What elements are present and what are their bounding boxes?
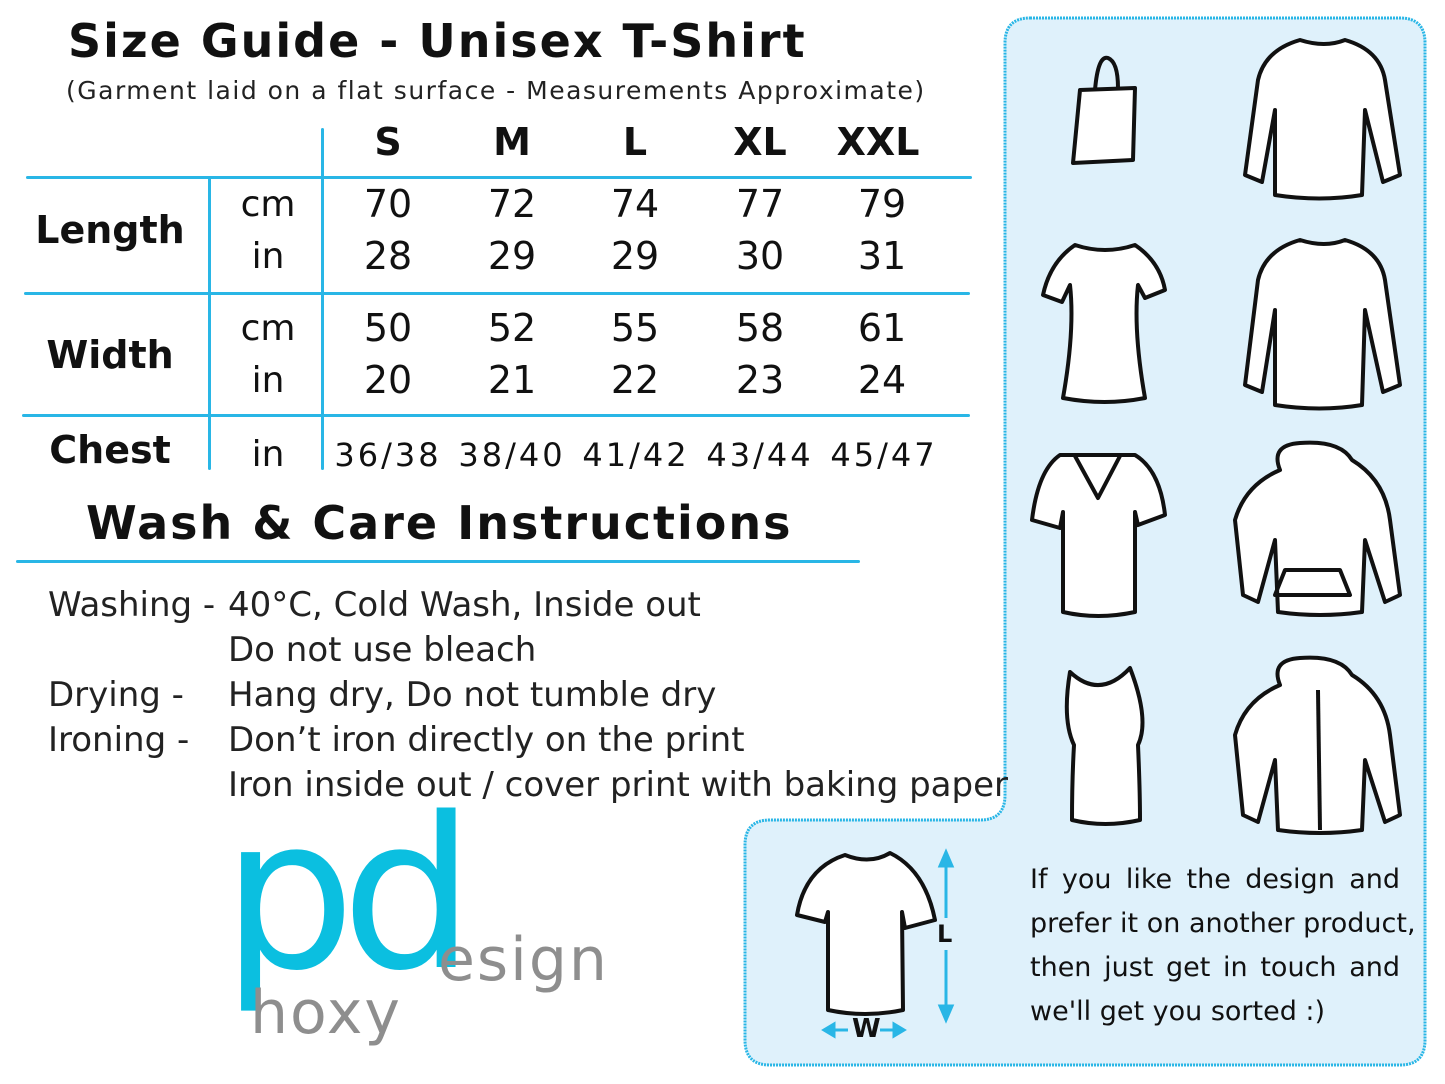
row-label-chest: Chest [49, 428, 171, 472]
measurement-tee-icon [795, 851, 937, 1016]
length-label: L [937, 920, 953, 948]
length-in-m: 29 [487, 234, 537, 278]
row-label-width: Width [46, 333, 174, 377]
length-cm-xl: 77 [735, 182, 785, 226]
table-divider [22, 414, 970, 417]
width-in-xxl: 24 [857, 358, 907, 402]
row-label-length: Length [35, 208, 185, 252]
length-cm-xxl: 79 [857, 182, 907, 226]
length-cm-s: 70 [363, 182, 413, 226]
width-in-l: 22 [610, 358, 660, 402]
care-divider [16, 560, 860, 563]
measurement-arrows [821, 848, 955, 1039]
length-in-xxl: 31 [857, 234, 907, 278]
tote-bag-icon [1071, 55, 1137, 165]
size-header-l: L [622, 120, 648, 164]
tank-top-icon [1064, 666, 1145, 826]
care-label-drying: Drying - [48, 675, 184, 715]
width-label: W [852, 1014, 881, 1044]
size-header-s: S [374, 120, 402, 164]
contact-text: we'll get you sorted :) [1030, 996, 1326, 1027]
width-in-m: 21 [487, 358, 537, 402]
width-cm-s: 50 [363, 306, 413, 350]
width-cm-xl: 58 [735, 306, 785, 350]
care-title: Wash & Care Instructions [86, 496, 793, 550]
hoodie-icon [1233, 440, 1402, 617]
width-cm-xxl: 61 [857, 306, 907, 350]
length-cm-l: 74 [610, 182, 660, 226]
unit-in: in [251, 360, 285, 401]
width-cm-l: 55 [610, 306, 660, 350]
womens-tee-icon [1041, 243, 1167, 404]
logo-word-esign: esign [438, 925, 609, 995]
chest-in-m: 38/40 [458, 436, 566, 474]
sweatshirt-icon [1243, 238, 1402, 411]
page-title: Size Guide - Unisex T-Shirt [68, 14, 807, 68]
width-in-s: 20 [363, 358, 413, 402]
chest-in-xxl: 45/47 [830, 436, 938, 474]
unit-cm: cm [240, 308, 296, 349]
logo-word-hoxy: hoxy [250, 978, 402, 1048]
v-neck-tee-icon [1030, 453, 1167, 618]
zip-hoodie-icon [1233, 655, 1402, 835]
table-divider [24, 292, 970, 295]
length-cm-m: 72 [487, 182, 537, 226]
unit-in: in [251, 434, 285, 475]
contact-text: prefer it on another product, [1030, 908, 1416, 939]
size-header-xxl: XXL [836, 120, 920, 164]
width-in-xl: 23 [735, 358, 785, 402]
care-text: Don’t iron directly on the print [228, 720, 745, 760]
logo-letters: pd [222, 772, 475, 1017]
care-text: Do not use bleach [228, 630, 537, 670]
size-header-xl: XL [733, 120, 787, 164]
contact-text: If you like the design and [1030, 864, 1400, 895]
unit-in: in [251, 236, 285, 277]
length-in-xl: 30 [735, 234, 785, 278]
page-subtitle: (Garment laid on a flat surface - Measur… [66, 76, 926, 105]
chest-in-s: 36/38 [334, 436, 442, 474]
care-label-ironing: Ironing - [48, 720, 190, 760]
length-in-l: 29 [610, 234, 660, 278]
size-header-m: M [493, 120, 531, 164]
care-text: 40°C, Cold Wash, Inside out [228, 585, 701, 625]
contact-text: then just get in touch and [1030, 952, 1400, 983]
table-divider [321, 128, 324, 470]
care-text: Iron inside out / cover print with bakin… [228, 765, 1008, 805]
table-divider [26, 176, 972, 179]
chest-in-l: 41/42 [582, 436, 690, 474]
care-text: Hang dry, Do not tumble dry [228, 675, 717, 715]
care-label-washing: Washing - [48, 585, 216, 625]
length-in-s: 28 [363, 234, 413, 278]
table-divider [208, 176, 211, 470]
long-sleeve-tee-icon [1243, 38, 1402, 201]
width-cm-m: 52 [487, 306, 537, 350]
chest-in-xl: 43/44 [706, 436, 814, 474]
unit-cm: cm [240, 184, 296, 225]
